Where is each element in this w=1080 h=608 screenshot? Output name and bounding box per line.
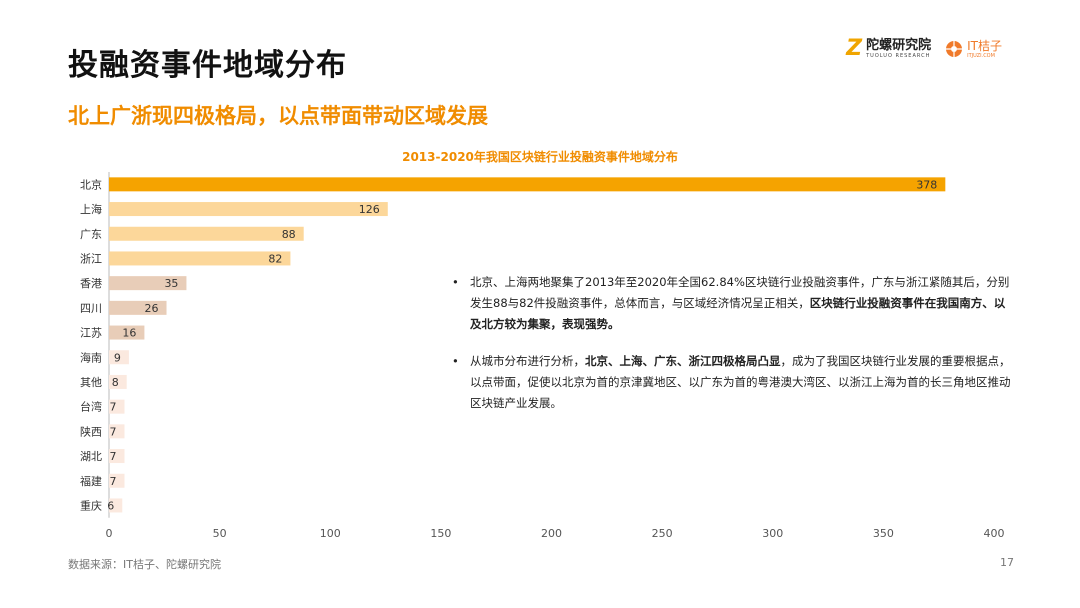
bar-4: [109, 276, 187, 291]
data-label: 126: [359, 203, 380, 216]
bar-9: [109, 399, 125, 414]
bar-1: [109, 202, 388, 217]
category-label: 湖北: [80, 450, 102, 463]
bar-10: [109, 424, 125, 439]
category-label: 重庆: [80, 498, 102, 512]
analysis-text: 北京、上海两地聚集了2013年至2020年全国62.84%区块链行业投融资事件，…: [452, 272, 1012, 430]
bar-11: [109, 449, 125, 464]
orange-flower-icon: [946, 41, 963, 57]
data-label: 35: [164, 277, 178, 290]
data-label: 6: [107, 499, 114, 512]
itjuzi-name: IT桔子: [967, 38, 1002, 53]
data-label: 7: [109, 450, 116, 463]
bar-3: [109, 251, 291, 266]
x-tick-label: 300: [762, 527, 783, 540]
data-label: 7: [109, 401, 116, 414]
category-label: 广东: [80, 228, 102, 241]
bullet2-bold: 北京、上海、广东、浙江四极格局凸显: [585, 354, 781, 368]
category-label: 台湾: [80, 400, 102, 414]
tuoluo-logo: Z 陀螺研究院 TUOLUO RESEARCH: [846, 38, 931, 60]
bullet2-text-c: ，成为了我国区块链行业发展的重要根据点，以点带面，促使以北京为首的京津冀地区、以…: [470, 354, 1011, 410]
x-tick-label: 350: [873, 527, 894, 540]
analysis-bullet-2: 从城市分布进行分析，北京、上海、广东、浙江四极格局凸显，成为了我国区块链行业发展…: [452, 351, 1012, 414]
data-label: 26: [145, 302, 159, 315]
itjuzi-logo: IT桔子 ITJUZI.COM: [945, 40, 1002, 59]
bar-2: [109, 226, 304, 241]
category-label: 上海: [80, 202, 102, 216]
category-label: 北京: [80, 177, 102, 191]
bullet1-bold: 区块链行业投融资事件在我国南方、以及北方较为集聚，表现强势。: [470, 296, 1006, 331]
bar-0: [109, 177, 946, 192]
category-label: 香港: [80, 277, 102, 290]
data-label: 82: [268, 252, 282, 265]
data-label: 378: [916, 178, 937, 191]
itjuzi-en: ITJUZI.COM: [967, 52, 995, 59]
bar-8: [109, 374, 127, 389]
brand-logos: Z 陀螺研究院 TUOLUO RESEARCH IT桔子 ITJUZI.COM: [846, 38, 1002, 60]
x-tick-label: 400: [984, 527, 1005, 540]
page-title: 投融资事件地域分布: [68, 48, 347, 83]
bullet1-text: 北京、上海两地聚集了2013年至2020年全国62.84%区块链行业投融资事件，…: [470, 275, 1010, 310]
bar-7: [109, 350, 129, 365]
x-tick-label: 200: [541, 527, 562, 540]
chart-title: 2013-2020年我国区块链行业投融资事件地域分布: [402, 150, 678, 164]
tuoluo-en: TUOLUO RESEARCH: [866, 53, 931, 59]
x-tick-label: 250: [652, 527, 673, 540]
category-label: 四川: [80, 302, 102, 315]
analysis-bullet-1: 北京、上海两地聚集了2013年至2020年全国62.84%区块链行业投融资事件，…: [452, 272, 1012, 335]
data-label: 8: [112, 376, 119, 389]
category-label: 陕西: [80, 424, 102, 438]
page-number: 17: [1000, 556, 1014, 569]
x-tick-label: 100: [320, 527, 341, 540]
category-label: 江苏: [80, 327, 102, 340]
x-tick-label: 150: [430, 527, 451, 540]
category-label: 其他: [80, 376, 102, 389]
data-label: 7: [109, 425, 116, 438]
data-source: 数据来源：IT桔子、陀螺研究院: [68, 558, 221, 571]
tuoluo-name: 陀螺研究院: [866, 38, 932, 53]
data-label: 7: [109, 475, 116, 488]
bar-5: [109, 300, 167, 315]
category-label: 海南: [80, 350, 102, 364]
data-label: 9: [114, 351, 121, 364]
z-logo-icon: Z: [846, 36, 863, 61]
category-label: 福建: [80, 474, 102, 488]
bullet2-text-a: 从城市分布进行分析，: [470, 354, 585, 368]
data-label: 16: [122, 327, 136, 340]
x-tick-label: 0: [106, 527, 113, 540]
category-label: 浙江: [80, 252, 102, 265]
page-subtitle: 北上广浙现四极格局，以点带面带动区域发展: [68, 104, 488, 128]
x-tick-label: 50: [213, 527, 227, 540]
data-label: 88: [282, 228, 296, 241]
bar-6: [109, 325, 145, 340]
bar-12: [109, 473, 125, 488]
bar-13: [109, 498, 123, 513]
